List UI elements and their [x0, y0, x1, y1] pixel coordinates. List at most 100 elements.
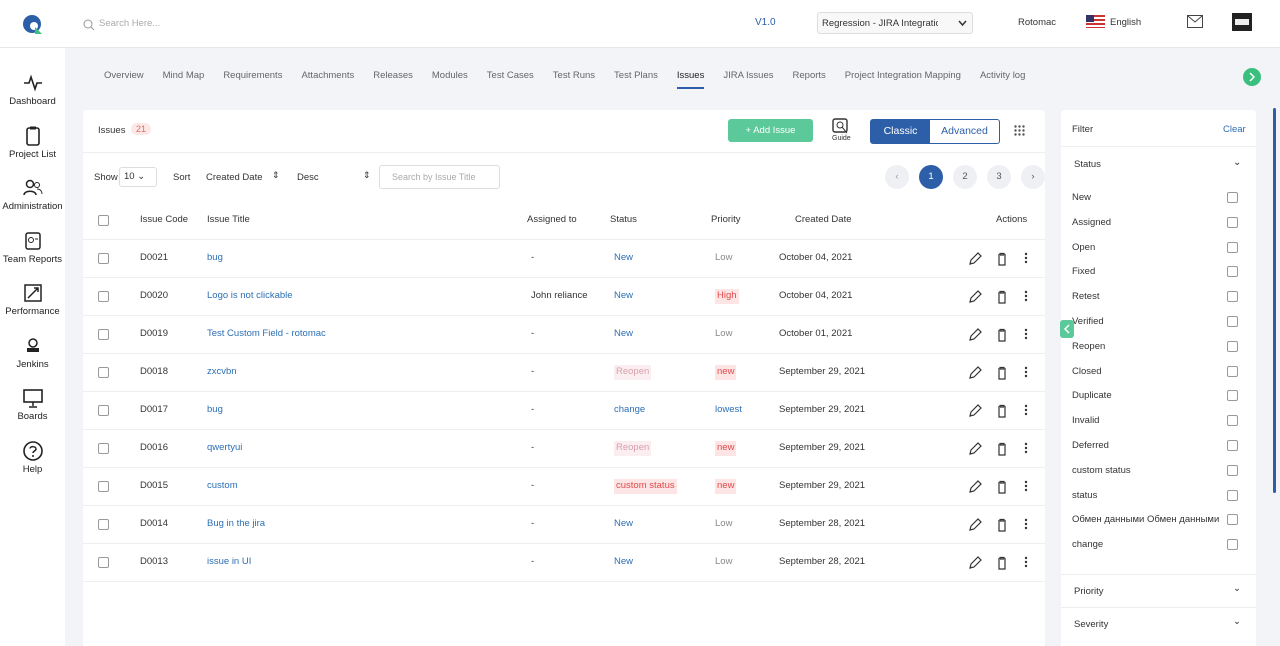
tab[interactable]: Releases	[373, 70, 413, 81]
issue-title[interactable]: qwertyui	[207, 442, 243, 454]
sidebar-item[interactable]: Boards	[0, 387, 65, 440]
view-option[interactable]: Advanced	[941, 125, 988, 137]
tab[interactable]: Overview	[104, 70, 144, 81]
tab[interactable]: Test Cases	[486, 70, 534, 81]
checkbox[interactable]	[98, 557, 109, 568]
status-section-title[interactable]: Status	[1074, 159, 1101, 170]
guide-icon[interactable]	[832, 118, 850, 135]
row-actions[interactable]	[968, 403, 1030, 418]
checkbox[interactable]	[1227, 464, 1238, 476]
row-actions[interactable]	[968, 251, 1030, 266]
status-option[interactable]: Обмен данными Обмен данными	[1072, 508, 1244, 533]
checkbox[interactable]	[1227, 291, 1238, 303]
checkbox[interactable]	[98, 405, 109, 416]
view-option[interactable]: Classic	[871, 120, 930, 143]
mail-icon[interactable]	[1187, 15, 1203, 28]
grid-menu[interactable]	[1014, 125, 1025, 136]
issue-title[interactable]: Logo is not clickable	[207, 290, 293, 302]
avatar[interactable]	[1232, 13, 1252, 31]
issue-title[interactable]: custom	[207, 480, 238, 492]
issue-title[interactable]: bug	[207, 404, 223, 416]
checkbox[interactable]	[98, 481, 109, 492]
sidebar-item[interactable]: Help	[0, 440, 65, 493]
issue-title[interactable]: issue in UI	[207, 556, 252, 568]
checkbox[interactable]	[98, 367, 109, 378]
tab[interactable]: Mind Map	[162, 70, 205, 81]
row-actions[interactable]	[968, 327, 1030, 342]
issue-title[interactable]: zxcvbn	[207, 366, 237, 378]
tab[interactable]: Test Runs	[552, 70, 596, 81]
row-actions[interactable]	[968, 479, 1030, 494]
clear-button[interactable]: Clear	[1223, 124, 1246, 135]
checkbox[interactable]	[1227, 539, 1238, 551]
page-button[interactable]: 1	[919, 165, 943, 189]
project-select[interactable]: Regression - JIRA Integration	[817, 12, 973, 34]
checkbox[interactable]	[98, 215, 109, 226]
status-option[interactable]: status	[1072, 484, 1244, 509]
status-option[interactable]: change	[1072, 533, 1244, 558]
next-page[interactable]: ›	[1021, 165, 1045, 189]
checkbox[interactable]	[1227, 365, 1238, 377]
tab[interactable]: Modules	[431, 70, 468, 81]
issue-title[interactable]: bug	[207, 252, 223, 264]
status-option[interactable]: Retest	[1072, 285, 1244, 310]
sidebar-item[interactable]: Administration	[0, 177, 65, 230]
tab[interactable]: Requirements	[223, 70, 283, 81]
page-button[interactable]: 2	[953, 165, 977, 189]
status-option[interactable]: Deferred	[1072, 434, 1244, 459]
search-input[interactable]: Search Here...	[99, 18, 161, 29]
checkbox[interactable]	[1227, 192, 1238, 203]
tab[interactable]: Test Plans	[614, 70, 658, 81]
status-option[interactable]: Closed	[1072, 360, 1244, 385]
status-option[interactable]: Assigned	[1072, 211, 1244, 236]
row-actions[interactable]	[968, 517, 1030, 532]
checkbox[interactable]	[1227, 241, 1238, 253]
status-option[interactable]: New	[1072, 186, 1244, 211]
sidebar-item[interactable]: Jenkins	[0, 335, 65, 388]
status-option[interactable]: Invalid	[1072, 409, 1244, 434]
status-option[interactable]: Reopen	[1072, 335, 1244, 360]
tab[interactable]: Project Integration Mapping	[844, 70, 961, 81]
checkbox[interactable]	[98, 519, 109, 530]
checkbox[interactable]	[1227, 439, 1238, 451]
sidebar-item[interactable]: Project List	[0, 125, 65, 178]
checkbox[interactable]	[1227, 266, 1238, 278]
tab[interactable]: Activity log	[979, 70, 1026, 81]
checkbox[interactable]	[1227, 514, 1238, 526]
tab[interactable]: JIRA Issues	[723, 70, 774, 81]
row-actions[interactable]	[968, 555, 1030, 570]
checkbox[interactable]	[1227, 340, 1238, 352]
checkbox[interactable]	[98, 443, 109, 454]
row-actions[interactable]	[968, 441, 1030, 456]
sort-order[interactable]: Desc	[297, 172, 319, 183]
status-option[interactable]: Open	[1072, 236, 1244, 261]
status-option[interactable]: Duplicate	[1072, 384, 1244, 409]
checkbox[interactable]	[1227, 315, 1238, 327]
sidebar-item[interactable]: Dashboard	[0, 72, 65, 125]
sidebar-item[interactable]: Performance	[0, 282, 65, 335]
prev-page[interactable]: ‹	[885, 165, 909, 189]
filter-section[interactable]: Severity ⌄	[1061, 607, 1256, 640]
sort-field[interactable]: Created Date	[206, 172, 263, 183]
tab[interactable]: Reports	[792, 70, 826, 81]
issue-title[interactable]: Bug in the jira	[207, 518, 266, 530]
status-option[interactable]: Verified	[1072, 310, 1244, 335]
status-option[interactable]: custom status	[1072, 459, 1244, 484]
tab[interactable]: Attachments	[301, 70, 355, 81]
status-option[interactable]: Fixed	[1072, 260, 1244, 285]
page-button[interactable]: 3	[987, 165, 1011, 189]
row-actions[interactable]	[968, 289, 1030, 304]
checkbox[interactable]	[1227, 216, 1238, 228]
filter-section[interactable]: Priority ⌄	[1061, 574, 1256, 607]
sidebar-item[interactable]: Team Reports	[0, 230, 65, 283]
next-button[interactable]	[1243, 68, 1261, 86]
version[interactable]: V1.0	[755, 17, 776, 28]
checkbox[interactable]	[1227, 415, 1238, 427]
title-search[interactable]: Search by Issue Title	[379, 165, 500, 189]
tab[interactable]: Issues	[676, 70, 705, 89]
collapse-button[interactable]	[1060, 320, 1074, 338]
add-issue-button[interactable]: + Add Issue	[728, 119, 813, 142]
checkbox[interactable]	[98, 253, 109, 264]
checkbox[interactable]	[1227, 390, 1238, 402]
issue-title[interactable]: Test Custom Field - rotomac	[207, 328, 326, 340]
